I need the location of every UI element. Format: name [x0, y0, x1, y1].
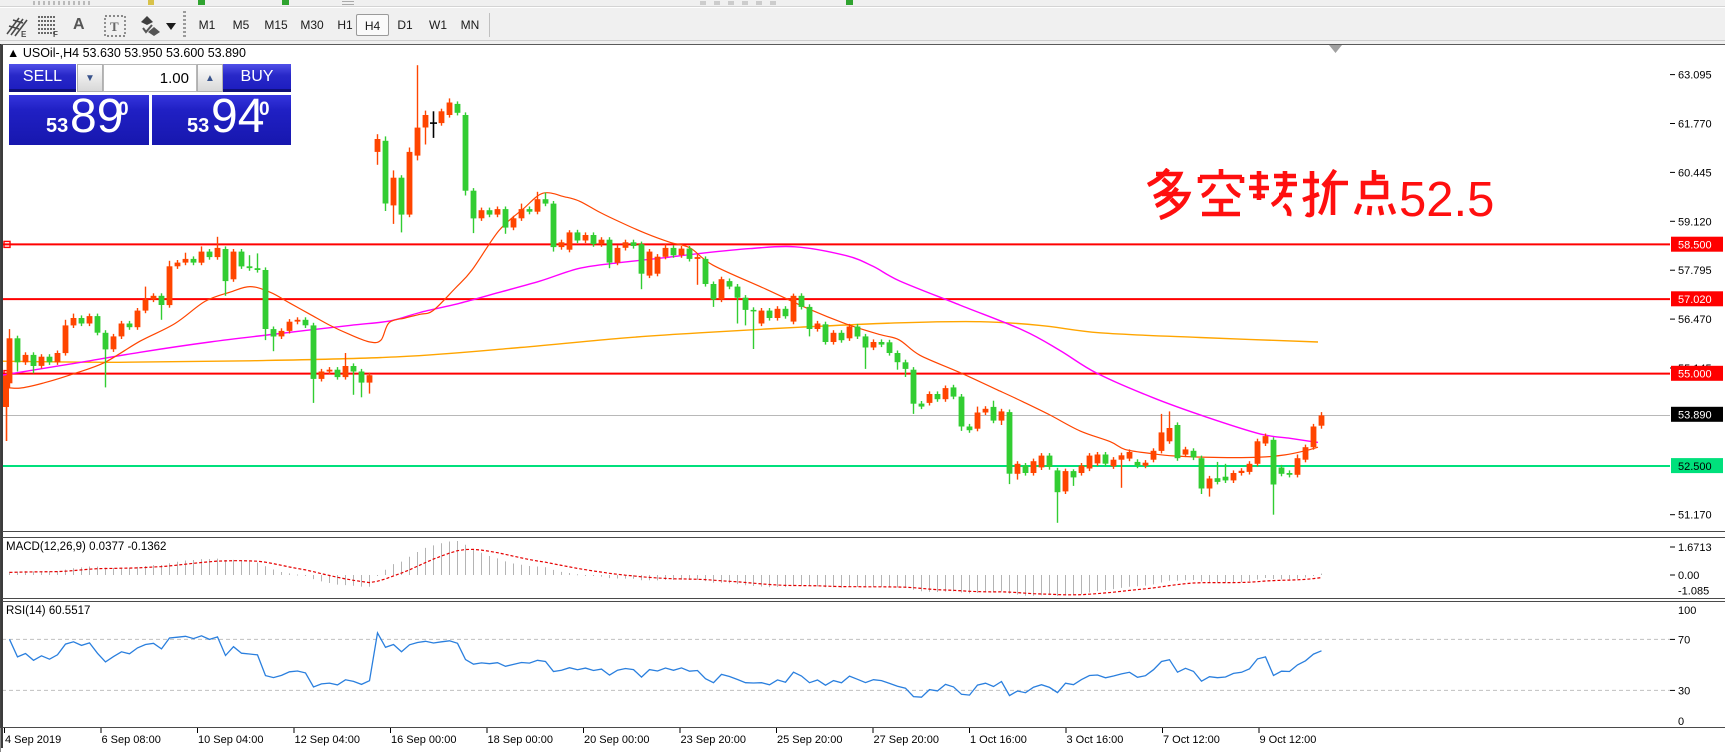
svg-text:53.890: 53.890 — [1678, 410, 1712, 422]
svg-text:▲ USOil-,H4 53.630 53.950 53.: ▲ USOil-,H4 53.630 53.950 53.600 53.890 — [7, 46, 246, 60]
svg-text:4 Sep 2019: 4 Sep 2019 — [5, 734, 61, 746]
svg-text:55.000: 55.000 — [1678, 369, 1712, 381]
svg-text:3 Oct 16:00: 3 Oct 16:00 — [1067, 734, 1124, 746]
svg-text:52.5: 52.5 — [1399, 173, 1494, 224]
svg-text:6 Sep 08:00: 6 Sep 08:00 — [102, 734, 161, 746]
svg-text:10 Sep 04:00: 10 Sep 04:00 — [198, 734, 263, 746]
svg-text:9 Oct 12:00: 9 Oct 12:00 — [1260, 734, 1317, 746]
svg-text:T: T — [110, 19, 119, 34]
svg-text:20 Sep 00:00: 20 Sep 00:00 — [584, 734, 649, 746]
svg-text:16 Sep 00:00: 16 Sep 00:00 — [391, 734, 456, 746]
svg-text:F: F — [53, 30, 58, 38]
svg-text:7 Oct 12:00: 7 Oct 12:00 — [1163, 734, 1220, 746]
svg-text:25 Sep 20:00: 25 Sep 20:00 — [777, 734, 842, 746]
svg-text:61.770: 61.770 — [1678, 119, 1712, 131]
svg-text:57.020: 57.020 — [1678, 294, 1712, 306]
svg-text:63.095: 63.095 — [1678, 70, 1712, 82]
svg-text:-1.085: -1.085 — [1678, 586, 1709, 598]
svg-text:58.500: 58.500 — [1678, 239, 1712, 251]
svg-text:27 Sep 20:00: 27 Sep 20:00 — [874, 734, 939, 746]
svg-text:23 Sep 20:00: 23 Sep 20:00 — [681, 734, 746, 746]
svg-text:70: 70 — [1678, 634, 1690, 646]
svg-text:59.120: 59.120 — [1678, 216, 1712, 228]
svg-text:12 Sep 04:00: 12 Sep 04:00 — [295, 734, 360, 746]
svg-text:100: 100 — [1678, 605, 1696, 617]
svg-text:E: E — [21, 30, 27, 38]
svg-text:60.445: 60.445 — [1678, 167, 1712, 179]
svg-text:56.470: 56.470 — [1678, 314, 1712, 326]
svg-text:MACD(12,26,9) 0.0377 -0.1362: MACD(12,26,9) 0.0377 -0.1362 — [6, 541, 166, 553]
svg-text:57.795: 57.795 — [1678, 265, 1712, 277]
svg-text:0: 0 — [1678, 716, 1684, 728]
svg-text:52.500: 52.500 — [1678, 461, 1712, 473]
svg-text:18 Sep 00:00: 18 Sep 00:00 — [488, 734, 553, 746]
svg-text:RSI(14) 60.5517: RSI(14) 60.5517 — [6, 605, 90, 617]
svg-text:0.00: 0.00 — [1678, 570, 1699, 582]
svg-text:1 Oct 16:00: 1 Oct 16:00 — [970, 734, 1027, 746]
svg-text:51.170: 51.170 — [1678, 510, 1712, 522]
svg-text:30: 30 — [1678, 685, 1690, 697]
svg-text:1.6713: 1.6713 — [1678, 542, 1712, 554]
